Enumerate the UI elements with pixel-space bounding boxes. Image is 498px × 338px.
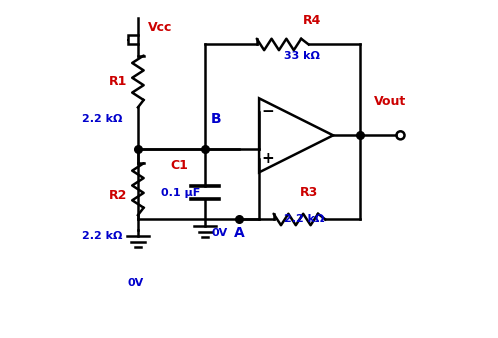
- Text: R4: R4: [303, 15, 321, 27]
- Text: R1: R1: [109, 75, 127, 88]
- Text: 33 kΩ: 33 kΩ: [284, 51, 320, 61]
- Text: 0.1 μF: 0.1 μF: [161, 188, 201, 198]
- Bar: [128, 35, 137, 45]
- Text: 2.2 kΩ: 2.2 kΩ: [82, 114, 123, 123]
- Text: B: B: [210, 112, 221, 125]
- Text: R3: R3: [299, 186, 318, 199]
- Text: Vout: Vout: [374, 95, 406, 108]
- Text: C1: C1: [170, 159, 188, 172]
- Text: 2.2 kΩ: 2.2 kΩ: [82, 231, 123, 241]
- Text: −: −: [261, 104, 274, 119]
- Text: +: +: [261, 151, 274, 166]
- Text: 0V: 0V: [128, 279, 144, 288]
- Text: 0V: 0V: [212, 228, 228, 238]
- Text: 2.2 kΩ: 2.2 kΩ: [284, 215, 325, 224]
- Text: R2: R2: [109, 189, 127, 202]
- Text: Vcc: Vcc: [148, 21, 172, 34]
- Text: A: A: [234, 226, 245, 240]
